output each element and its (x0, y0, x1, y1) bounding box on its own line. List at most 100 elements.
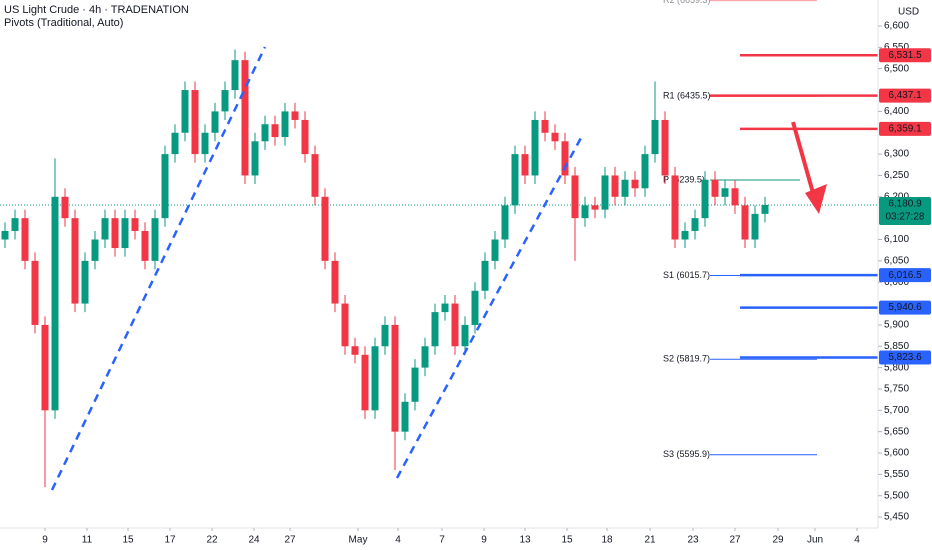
candle-body (541, 119, 549, 133)
price-tag-label: 6,437.1 (888, 90, 922, 101)
pivot-label: P (6239.5) (663, 174, 705, 184)
candle-body (461, 324, 469, 347)
candle-body (391, 324, 399, 432)
x-tick-label: 9 (42, 535, 48, 546)
candle-body (251, 141, 259, 176)
pivot-label: R2 (6659.3) (663, 0, 711, 5)
candle-body (331, 260, 339, 304)
currency: USD (898, 7, 919, 18)
y-tick-label: 5,650 (884, 426, 909, 437)
candle-body (631, 179, 639, 189)
candle-body (21, 218, 29, 261)
x-tick-label: 15 (122, 535, 134, 546)
candle-body (101, 218, 109, 240)
candle-body (271, 124, 279, 138)
candle-body (321, 196, 329, 261)
indicator-name: Pivots (Traditional, Auto) (4, 17, 123, 29)
y-tick-label: 5,750 (884, 384, 909, 395)
x-tick-label: 7 (439, 535, 445, 546)
y-tick-label: 5,450 (884, 512, 909, 523)
y-tick-label: 6,250 (884, 170, 909, 181)
candle-body (81, 260, 89, 304)
candle-body (421, 346, 429, 368)
candle-body (681, 230, 689, 240)
candle-body (361, 354, 369, 411)
candle-body (531, 119, 539, 176)
candle-body (201, 132, 209, 155)
candle-body (231, 60, 239, 91)
candle-body (741, 205, 749, 240)
x-tick-label: 9 (481, 535, 487, 546)
candle-body (191, 90, 199, 155)
pivot-label: S2 (5819.7) (663, 354, 710, 364)
pivot-label: S1 (6015.7) (663, 270, 710, 280)
y-tick-label: 5,900 (884, 320, 909, 331)
x-tick-label: 23 (687, 535, 699, 546)
trend-line (50, 46, 267, 491)
x-tick-label: Jun (807, 535, 823, 546)
x-tick-label: 4 (854, 535, 860, 546)
candle-body (581, 205, 589, 219)
x-tick-label: 29 (772, 535, 784, 546)
candle-body (71, 218, 79, 304)
candle-body (591, 205, 599, 210)
candle-body (511, 154, 519, 206)
x-tick-label: 24 (248, 535, 260, 546)
price-tag (879, 300, 931, 315)
candle-body (701, 179, 709, 219)
price-tag (879, 268, 931, 283)
candle-body (171, 132, 179, 155)
candle-body (481, 260, 489, 291)
candle-body (731, 188, 739, 206)
x-tick-label: 21 (644, 535, 656, 546)
candle-body (121, 218, 129, 249)
candle-body (501, 205, 509, 240)
candle-body (91, 239, 99, 261)
y-tick-label: 5,850 (884, 341, 909, 352)
candle-body (51, 196, 59, 411)
candle-body (261, 124, 269, 142)
candle-body (281, 111, 289, 138)
candle-body (1, 230, 9, 240)
price-tag-label: 6,531.5 (888, 50, 922, 61)
candle-body (301, 119, 309, 155)
price-tag-label: 5,940.6 (888, 302, 922, 313)
candle-body (31, 260, 39, 325)
price-tag-label: 6,016.5 (888, 270, 922, 281)
candle-body (691, 218, 699, 231)
candle-body (181, 90, 189, 133)
candle-body (151, 218, 159, 261)
candle-body (131, 218, 139, 231)
x-tick-label: 27 (729, 535, 741, 546)
y-tick-label: 6,300 (884, 149, 909, 160)
candle-body (551, 132, 559, 142)
candle-body (671, 175, 679, 240)
x-tick-label: 22 (206, 535, 218, 546)
y-tick-label: 6,500 (884, 63, 909, 74)
candle-body (291, 111, 299, 120)
candle-body (221, 90, 229, 112)
candle-body (41, 324, 49, 411)
price-axis: 6,600 6,550 6,500 6,400 6,300 6,250 6,200 6,100… (42, 21, 931, 546)
candle-body (241, 60, 249, 176)
y-tick-label: 6,600 (884, 21, 909, 32)
candle-body (761, 204, 769, 214)
price-tag (879, 121, 931, 136)
candle-body (471, 290, 479, 325)
x-tick-label: 17 (164, 535, 176, 546)
candle-body (571, 175, 579, 219)
candle-body (111, 218, 119, 249)
candle-body (491, 239, 499, 261)
pivot-label: S3 (5595.9) (663, 449, 710, 459)
pivot-label: R1 (6435.5) (663, 91, 711, 101)
candle-body (721, 188, 729, 197)
price-tag (879, 48, 931, 63)
candle-body (451, 303, 459, 347)
candle-body (11, 218, 19, 231)
candle-body (751, 213, 759, 240)
price-tag-label: 5,823.6 (888, 352, 922, 363)
candle-body (431, 312, 439, 347)
candle-body (311, 154, 319, 197)
